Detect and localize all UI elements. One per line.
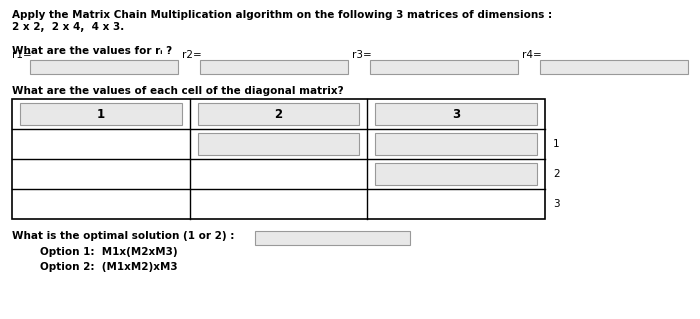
Text: Option 1:  M1x(M2xM3): Option 1: M1x(M2xM3) bbox=[40, 247, 178, 257]
Bar bbox=[540, 60, 688, 74]
Bar bbox=[255, 231, 410, 245]
Text: What are the values of each cell of the diagonal matrix?: What are the values of each cell of the … bbox=[12, 86, 344, 96]
Bar bbox=[12, 99, 545, 219]
Text: Option 2:  (M1xM2)xM3: Option 2: (M1xM2)xM3 bbox=[40, 262, 178, 272]
Text: 2: 2 bbox=[274, 108, 283, 121]
Bar bbox=[370, 60, 518, 74]
Bar bbox=[200, 60, 348, 74]
Text: 2 x 2,  2 x 4,  4 x 3.: 2 x 2, 2 x 4, 4 x 3. bbox=[12, 22, 125, 32]
Bar bbox=[197, 133, 359, 155]
Text: r1=: r1= bbox=[12, 50, 32, 60]
Text: What is the optimal solution (1 or 2) :: What is the optimal solution (1 or 2) : bbox=[12, 231, 234, 241]
Text: r2=: r2= bbox=[182, 50, 202, 60]
Bar bbox=[20, 103, 182, 125]
Text: 3: 3 bbox=[452, 108, 460, 121]
Bar bbox=[375, 163, 537, 185]
Text: r4=: r4= bbox=[522, 50, 542, 60]
Bar bbox=[375, 133, 537, 155]
Bar bbox=[197, 103, 359, 125]
Text: What are the values for rᵢ ?: What are the values for rᵢ ? bbox=[12, 46, 172, 56]
Bar bbox=[375, 103, 537, 125]
Bar bbox=[30, 60, 178, 74]
Text: r3=: r3= bbox=[352, 50, 372, 60]
Text: 1: 1 bbox=[553, 139, 559, 149]
Text: 3: 3 bbox=[553, 199, 559, 209]
Text: 1: 1 bbox=[97, 108, 105, 121]
Text: 2: 2 bbox=[553, 169, 559, 179]
Text: Apply the Matrix Chain Multiplication algorithm on the following 3 matrices of d: Apply the Matrix Chain Multiplication al… bbox=[12, 10, 552, 20]
